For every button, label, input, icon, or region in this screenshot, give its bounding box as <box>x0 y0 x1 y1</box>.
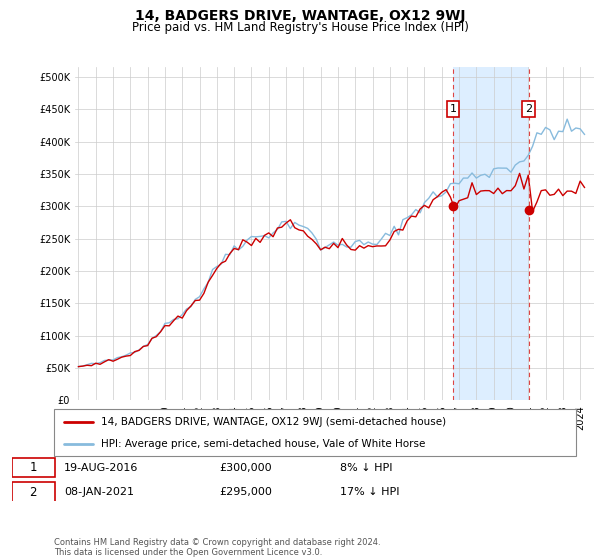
Text: HPI: Average price, semi-detached house, Vale of White Horse: HPI: Average price, semi-detached house,… <box>101 439 425 449</box>
Text: 14, BADGERS DRIVE, WANTAGE, OX12 9WJ: 14, BADGERS DRIVE, WANTAGE, OX12 9WJ <box>135 9 465 23</box>
Text: 19-AUG-2016: 19-AUG-2016 <box>64 463 138 473</box>
Text: 14, BADGERS DRIVE, WANTAGE, OX12 9WJ (semi-detached house): 14, BADGERS DRIVE, WANTAGE, OX12 9WJ (se… <box>101 417 446 427</box>
Text: £300,000: £300,000 <box>220 463 272 473</box>
Text: 8% ↓ HPI: 8% ↓ HPI <box>340 463 393 473</box>
Text: 2: 2 <box>525 104 532 114</box>
FancyBboxPatch shape <box>12 482 55 502</box>
Text: 1: 1 <box>29 461 37 474</box>
Text: 08-JAN-2021: 08-JAN-2021 <box>64 487 134 497</box>
Text: 2: 2 <box>29 486 37 498</box>
FancyBboxPatch shape <box>12 458 55 477</box>
Bar <box>453 67 529 400</box>
Text: 17% ↓ HPI: 17% ↓ HPI <box>340 487 400 497</box>
FancyBboxPatch shape <box>54 409 576 456</box>
Text: £295,000: £295,000 <box>220 487 272 497</box>
Text: Contains HM Land Registry data © Crown copyright and database right 2024.
This d: Contains HM Land Registry data © Crown c… <box>54 538 380 557</box>
Text: Price paid vs. HM Land Registry's House Price Index (HPI): Price paid vs. HM Land Registry's House … <box>131 21 469 34</box>
Text: 1: 1 <box>449 104 457 114</box>
